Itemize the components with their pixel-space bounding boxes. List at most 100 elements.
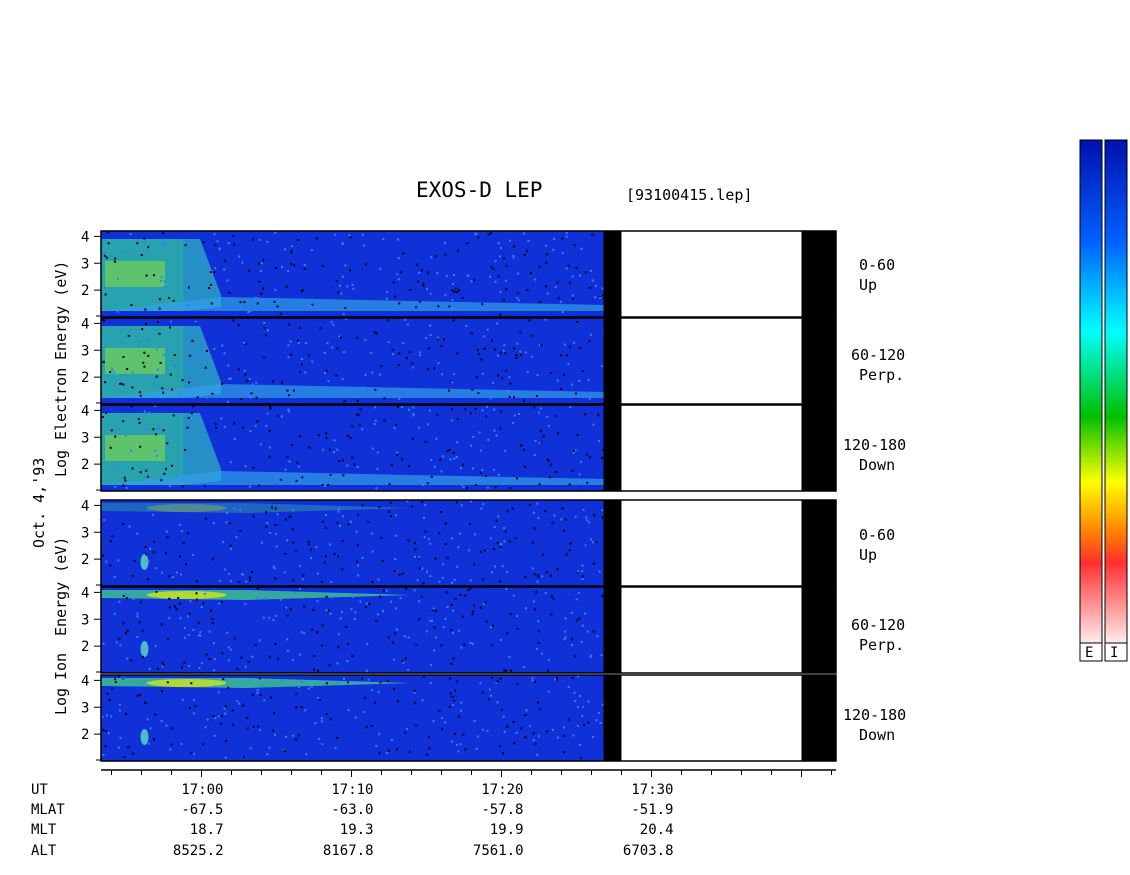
noise-pixel (444, 543, 447, 546)
noise-pixel (244, 342, 247, 345)
noise-pixel (256, 596, 259, 599)
noise-pixel (273, 712, 276, 715)
noise-pixel (355, 530, 358, 533)
noise-pixel (167, 575, 170, 578)
noise-pixel (585, 516, 588, 519)
noise-pixel (545, 244, 547, 247)
noise-pixel (492, 381, 494, 384)
noise-pixel (556, 568, 559, 571)
noise-pixel (483, 335, 486, 338)
noise-pixel (213, 669, 216, 672)
noise-pixel (286, 649, 289, 652)
noise-pixel (194, 320, 197, 323)
noise-pixel (183, 626, 186, 629)
noise-pixel (434, 255, 437, 258)
noise-pixel (429, 334, 432, 337)
noise-pixel (451, 581, 453, 584)
noise-pixel (499, 313, 502, 316)
noise-pixel (526, 249, 529, 252)
noise-pixel (498, 473, 500, 476)
electron-perp-data-gap (603, 318, 622, 404)
noise-pixel (304, 371, 307, 374)
noise-pixel (523, 399, 526, 402)
noise-pixel (572, 734, 575, 737)
noise-pixel (378, 751, 381, 754)
noise-pixel (547, 690, 550, 693)
noise-pixel (208, 630, 211, 633)
noise-pixel (176, 475, 179, 478)
noise-pixel (544, 318, 547, 321)
noise-pixel (206, 718, 209, 721)
noise-pixel (320, 717, 323, 720)
ephemeris-value: 17:30 (631, 782, 673, 798)
ion-perp-panel: 234 (81, 585, 837, 674)
noise-pixel (473, 279, 476, 282)
noise-pixel (588, 340, 591, 342)
noise-pixel (560, 300, 562, 303)
noise-pixel (503, 344, 506, 347)
noise-pixel (159, 476, 162, 479)
noise-pixel (126, 368, 129, 370)
noise-pixel (160, 479, 163, 482)
noise-pixel (321, 644, 324, 647)
noise-pixel (232, 235, 235, 238)
noise-pixel (549, 574, 552, 577)
noise-pixel (156, 667, 159, 670)
noise-pixel (374, 419, 377, 422)
electron-down-data-gap (603, 405, 622, 491)
noise-pixel (292, 579, 295, 582)
noise-pixel (201, 353, 204, 356)
noise-pixel (242, 704, 245, 707)
noise-pixel (327, 379, 330, 382)
noise-pixel (573, 244, 576, 247)
noise-pixel (288, 410, 291, 413)
electron-perp-frame (100, 317, 837, 405)
noise-pixel (421, 567, 424, 570)
noise-pixel (400, 271, 403, 274)
noise-pixel (154, 433, 157, 436)
noise-pixel (421, 269, 423, 272)
noise-pixel (479, 682, 482, 685)
noise-pixel (574, 700, 577, 703)
noise-pixel (188, 706, 191, 709)
ephemeris-value: 17:00 (181, 782, 223, 798)
noise-pixel (382, 238, 385, 241)
noise-pixel (295, 706, 298, 709)
noise-pixel (336, 521, 339, 524)
noise-pixel (542, 553, 545, 556)
noise-pixel (187, 304, 190, 307)
noise-pixel (451, 695, 454, 698)
noise-pixel (330, 581, 333, 584)
noise-pixel (500, 410, 503, 413)
noise-pixel (329, 718, 332, 721)
noise-pixel (103, 239, 106, 242)
noise-pixel (445, 591, 448, 594)
noise-pixel (565, 235, 568, 238)
noise-pixel (365, 726, 368, 729)
noise-pixel (169, 485, 172, 488)
noise-pixel (574, 449, 577, 452)
noise-pixel (187, 416, 190, 419)
noise-pixel (592, 423, 595, 426)
noise-pixel (294, 591, 297, 594)
noise-pixel (565, 267, 568, 270)
noise-pixel (300, 681, 303, 683)
noise-pixel (186, 426, 189, 429)
noise-pixel (359, 408, 362, 411)
noise-pixel (532, 600, 535, 603)
noise-pixel (580, 756, 582, 759)
electron-perp-no-data (621, 318, 802, 404)
noise-pixel (486, 486, 489, 489)
figure-title: EXOS-D LEP (416, 178, 542, 202)
noise-pixel (213, 347, 216, 350)
noise-pixel (353, 463, 356, 466)
noise-pixel (249, 579, 251, 582)
noise-pixel (589, 456, 592, 459)
noise-pixel (268, 655, 271, 658)
noise-pixel (228, 377, 230, 380)
noise-pixel (279, 312, 282, 315)
noise-pixel (196, 358, 199, 361)
noise-pixel (518, 413, 520, 415)
noise-pixel (318, 434, 320, 437)
noise-pixel (256, 420, 259, 423)
